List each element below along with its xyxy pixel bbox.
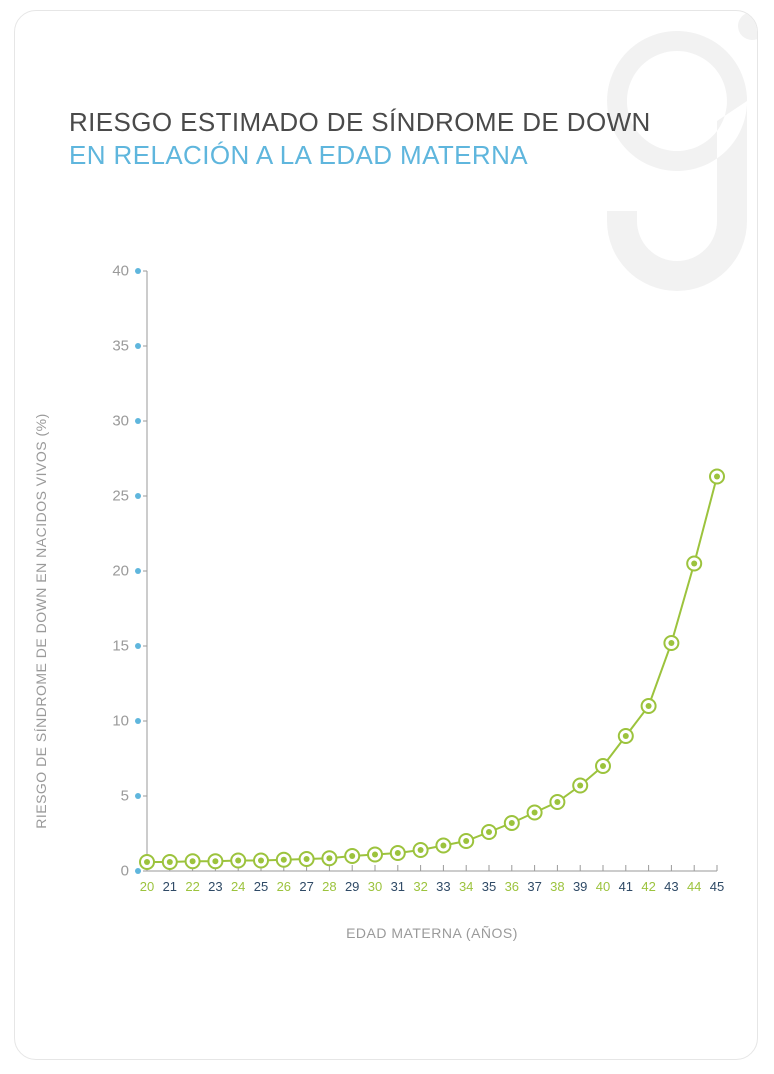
xtick-label: 30 [368,879,382,894]
title-block: RIESGO ESTIMADO DE SÍNDROME DE DOWN EN R… [69,107,717,171]
ytick-dot [135,643,141,649]
title-main: RIESGO ESTIMADO DE SÍNDROME DE DOWN [69,107,717,138]
x-axis-label: EDAD MATERNA (AÑOS) [147,925,717,941]
xtick-label: 22 [185,879,199,894]
ytick-dot [135,568,141,574]
xtick-label: 28 [322,879,336,894]
ytick-label: 15 [112,638,129,655]
xtick-label: 36 [505,879,519,894]
xtick-label: 44 [687,879,701,894]
chart-card: RIESGO ESTIMADO DE SÍNDROME DE DOWN EN R… [14,10,758,1060]
xtick-label: 45 [710,879,724,894]
xtick-label: 42 [641,879,655,894]
xtick-label: 33 [436,879,450,894]
xtick-label: 37 [527,879,541,894]
plot-area: 0510152025303540202122232425262728293031… [147,271,717,871]
ytick-label: 20 [112,563,129,580]
ytick-dot [135,868,141,874]
ytick-dot [135,343,141,349]
xtick-label: 29 [345,879,359,894]
ytick-dot [135,493,141,499]
xtick-label: 23 [208,879,222,894]
xtick-label: 26 [277,879,291,894]
xtick-label: 27 [299,879,313,894]
xtick-label: 34 [459,879,473,894]
ytick-dot [135,718,141,724]
ytick-dot [135,418,141,424]
xtick-label: 24 [231,879,245,894]
y-axis-label: RIESGO DE SÍNDROME DE DOWN EN NACIDOS VI… [33,413,49,829]
ytick-dot [135,268,141,274]
xtick-label: 39 [573,879,587,894]
ytick-label: 40 [112,263,129,280]
xtick-label: 31 [391,879,405,894]
xtick-label: 43 [664,879,678,894]
xtick-label: 32 [413,879,427,894]
ytick-label: 5 [121,788,129,805]
xtick-label: 21 [163,879,177,894]
ytick-dot [135,793,141,799]
ytick-label: 30 [112,413,129,430]
xtick-label: 25 [254,879,268,894]
ytick-label: 0 [121,863,129,880]
ytick-label: 35 [112,338,129,355]
xtick-label: 40 [596,879,610,894]
title-sub: EN RELACIÓN A LA EDAD MATERNA [69,140,717,171]
ytick-label: 25 [112,488,129,505]
xtick-label: 41 [619,879,633,894]
chart: RIESGO DE SÍNDROME DE DOWN EN NACIDOS VI… [69,271,729,971]
ytick-label: 10 [112,713,129,730]
xtick-label: 20 [140,879,154,894]
xtick-label: 38 [550,879,564,894]
xtick-label: 35 [482,879,496,894]
